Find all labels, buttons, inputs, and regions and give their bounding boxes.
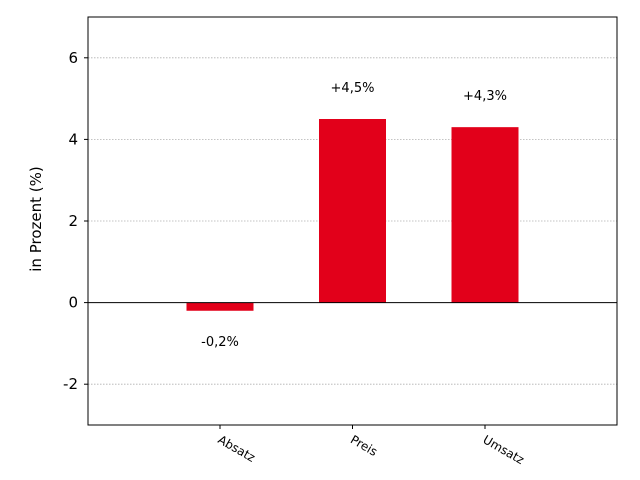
- data-label-absatz: -0,2%: [201, 335, 239, 350]
- y-tick-label: 0: [68, 294, 78, 312]
- y-tick-label: 4: [68, 130, 78, 148]
- data-label-preis: +4,5%: [331, 81, 375, 96]
- y-tick-label: 6: [68, 49, 78, 67]
- y-tick-label: -2: [63, 375, 78, 393]
- bar-preis: [319, 119, 386, 303]
- y-tick-label: 2: [68, 212, 78, 230]
- x-tick-label-preis: Preis: [348, 432, 380, 458]
- data-label-umsatz: +4,3%: [463, 89, 507, 104]
- bars: [186, 119, 519, 311]
- bar-umsatz: [451, 127, 519, 303]
- x-tick-label-absatz: Absatz: [216, 432, 258, 464]
- x-axis-ticks: Absatz Preis Umsatz: [216, 425, 527, 467]
- x-tick-label-umsatz: Umsatz: [481, 432, 527, 467]
- data-labels: -0,2% +4,5% +4,3%: [201, 81, 507, 350]
- y-axis-ticks: -2 0 2 4 6: [63, 49, 88, 393]
- y-axis-title: in Prozent (%): [27, 166, 45, 271]
- bar-absatz: [186, 302, 254, 311]
